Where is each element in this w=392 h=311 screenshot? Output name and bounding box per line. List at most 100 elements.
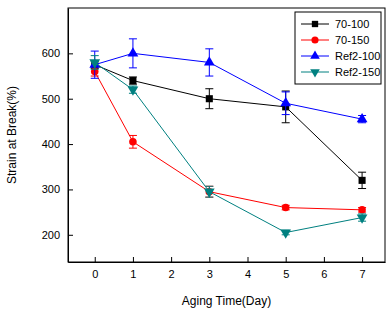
error-bar-cap (205, 76, 213, 77)
error-bar-cap (205, 48, 213, 49)
series-marker (204, 189, 215, 198)
y-tick-label: 500 (42, 93, 60, 105)
x-axis-title: Aging Time(Day) (182, 294, 271, 308)
series-marker (128, 87, 139, 96)
y-tick-label: 200 (42, 229, 60, 241)
series-marker (358, 206, 366, 214)
error-bar-cap (129, 38, 137, 39)
x-tick-label: 5 (283, 268, 289, 280)
y-tick-mark (68, 189, 73, 190)
x-tick-mark (171, 257, 172, 262)
series-marker (129, 77, 136, 84)
x-tick-label: 6 (321, 268, 327, 280)
legend: 70-100 70-150 Ref2-100 Ref2-150 (295, 12, 381, 84)
x-tick: 3 (207, 257, 213, 280)
legend-label: Ref2-100 (335, 50, 380, 62)
legend-box (295, 12, 381, 84)
error-bar-cap (205, 88, 213, 89)
error-bar-cap (282, 122, 290, 123)
x-tick-mark (362, 257, 363, 262)
x-tick: 1 (130, 257, 136, 280)
y-tick-label: 300 (42, 183, 60, 195)
error-bar-cap (282, 114, 290, 115)
x-tick-mark (286, 257, 287, 262)
error-bar-cap (358, 122, 366, 123)
y-axis: 200 300 400 500 600 (42, 9, 73, 263)
error-bar (205, 89, 213, 109)
series-marker (89, 59, 100, 68)
y-tick: 200 (42, 229, 73, 241)
series-marker (357, 113, 368, 122)
error-bar-cap (205, 186, 213, 187)
y-tick-mark (68, 53, 73, 54)
y-tick-mark (68, 235, 73, 236)
y-tick-label: 400 (42, 138, 60, 150)
legend-label: Ref2-150 (335, 66, 380, 78)
legend-marker (311, 36, 318, 43)
legend-marker (312, 21, 318, 27)
y-tick: 600 (42, 47, 73, 59)
series-marker (128, 47, 139, 56)
x-tick: 7 (360, 257, 366, 280)
error-bar-cap (205, 108, 213, 109)
legend-item: Ref2-100 (301, 50, 380, 62)
series-marker (129, 138, 137, 146)
series (91, 67, 366, 214)
error-bar-cap (282, 91, 290, 92)
error-bar-cap (129, 148, 137, 149)
x-tick-mark (248, 257, 249, 262)
legend-item: Ref2-150 (301, 66, 380, 78)
series-marker (204, 56, 215, 65)
error-bar-cap (129, 135, 137, 136)
legend-label: 70-150 (335, 34, 369, 46)
y-tick-label: 600 (42, 47, 60, 59)
x-tick-label: 1 (130, 268, 136, 280)
y-tick: 400 (42, 138, 73, 150)
x-tick-mark (133, 257, 134, 262)
y-tick: 300 (42, 183, 73, 195)
y-axis-line (68, 9, 69, 263)
x-tick: 2 (169, 257, 175, 280)
error-bar-stem (285, 91, 286, 123)
error-bar-cap (358, 172, 366, 173)
x-tick-label: 4 (245, 268, 251, 280)
series-line (95, 72, 362, 210)
x-tick-mark (324, 257, 325, 262)
x-tick: 6 (321, 257, 327, 280)
error-bar-cap (91, 78, 99, 79)
chart: 01234567200300400500600Aging Time(Day)St… (0, 0, 392, 311)
error-bar-cap (282, 91, 290, 92)
series-marker (206, 95, 213, 102)
error-bar-cap (358, 213, 366, 214)
legend-marker (310, 69, 320, 77)
error-bar-cap (91, 51, 99, 52)
legend-item: 70-100 (301, 18, 369, 30)
y-tick: 500 (42, 93, 73, 105)
error-bar-cap (129, 86, 137, 87)
legend-marker (310, 50, 320, 58)
x-tick: 5 (283, 257, 289, 280)
y-tick-mark (68, 99, 73, 100)
error-bar-cap (358, 188, 366, 189)
error-bar (129, 77, 137, 84)
series-marker (280, 97, 291, 106)
series-marker (359, 177, 366, 184)
x-tick-label: 7 (360, 268, 366, 280)
error-bar (358, 172, 366, 188)
x-tick-label: 3 (207, 268, 213, 280)
error-bar-cap (129, 67, 137, 68)
error-bar (129, 135, 137, 148)
x-tick-label: 0 (92, 268, 98, 280)
error-bar-cap (205, 186, 213, 187)
y-tick-mark (68, 144, 73, 145)
x-axis: 0 1 2 3 4 5 6 7 (69, 257, 386, 280)
x-tick-mark (95, 257, 96, 262)
x-tick: 0 (92, 257, 98, 280)
error-bar (282, 91, 290, 123)
error-bar-cap (91, 69, 99, 70)
series-marker (357, 214, 368, 223)
x-tick-label: 2 (169, 268, 175, 280)
plot-frame (68, 8, 385, 262)
x-axis-line (69, 262, 386, 263)
series-marker (89, 58, 100, 67)
